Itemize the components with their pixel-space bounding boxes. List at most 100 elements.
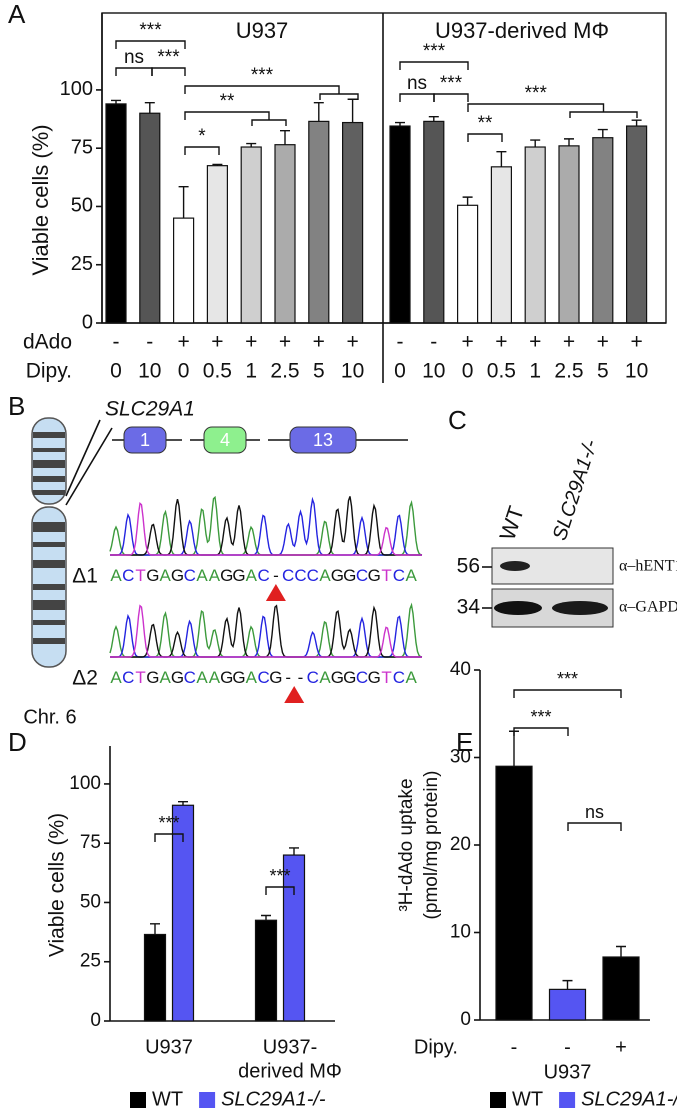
panel-label: A (8, 0, 26, 29)
y-tick-label: 40 (450, 659, 471, 680)
legend-label: SLC29A1-/- (581, 1088, 677, 1110)
significance-label: ns (585, 802, 604, 822)
base: G (368, 668, 381, 687)
trace-label: Δ2 (72, 667, 98, 690)
error-bar (261, 914, 271, 921)
bar (490, 166, 512, 324)
marker-label: 34 (457, 596, 481, 619)
significance-label: *** (525, 83, 548, 104)
base: C (393, 668, 405, 687)
x-tick-label: 2.5 (554, 360, 583, 383)
bar (308, 120, 330, 324)
base: A (209, 668, 221, 687)
base: G (331, 668, 344, 687)
x-tick-label: + (615, 1036, 627, 1058)
panel-label: D (8, 727, 27, 757)
base: A (406, 566, 418, 585)
lane-label: SLC29A1-/- (549, 437, 602, 543)
y-tick-label: 100 (69, 773, 101, 794)
x-tick-label: 1 (529, 360, 541, 383)
error-bar (111, 99, 121, 104)
significance-bracket (115, 40, 186, 49)
error-bar (562, 979, 573, 990)
bar (558, 145, 580, 324)
trace-label: Δ1 (72, 565, 98, 588)
error-bar (496, 150, 507, 167)
base: T (381, 566, 391, 585)
error-bar (144, 102, 155, 114)
significance-label: *** (157, 47, 180, 68)
x-tick-label: 0 (110, 360, 122, 383)
base: G (171, 566, 184, 585)
row-label: dAdo (23, 331, 72, 354)
y-tick-label: 25 (80, 951, 101, 972)
trace-curve (110, 613, 422, 658)
error-bar (347, 98, 358, 123)
error-bar (564, 138, 574, 146)
group-title: U937-derived MΦ (435, 18, 609, 43)
x-tick-label: + (346, 331, 358, 354)
y-axis-label: Viable cells (%) (46, 813, 69, 957)
significance-bracket (513, 727, 569, 736)
x-tick-label: - (564, 1036, 571, 1058)
y-tick-label: 10 (450, 922, 471, 943)
significance-label: *** (440, 73, 463, 94)
significance-bracket (265, 886, 295, 895)
y-tick-label: 0 (460, 1009, 471, 1030)
significance-label: *** (530, 707, 551, 727)
x-tick-label: + (245, 331, 257, 354)
base: - (285, 668, 291, 687)
base: C (307, 566, 319, 585)
x-tick-label: 1 (245, 360, 257, 383)
bar (143, 933, 167, 1022)
bar (548, 988, 587, 1021)
bar (625, 125, 648, 324)
y-tick-label: 50 (80, 891, 101, 912)
x-tick-label: 0 (394, 360, 406, 383)
y-tick-label: 0 (90, 1010, 101, 1031)
y-tick-label: 50 (71, 195, 93, 217)
trace-curve (110, 502, 422, 556)
legend-label: SLC29A1-/- (221, 1088, 326, 1110)
base: T (135, 668, 145, 687)
x-tick-label: + (495, 331, 507, 354)
base: G (232, 668, 245, 687)
x-tick-label: 0.5 (487, 360, 516, 383)
x-tick-label: - (113, 331, 120, 354)
x-tick-label: + (563, 331, 575, 354)
significance-label: * (198, 126, 206, 147)
base: G (343, 566, 356, 585)
base: C (393, 566, 405, 585)
row-label: Dipy. (26, 360, 72, 383)
exon-label: 4 (220, 430, 230, 450)
base: C (257, 668, 269, 687)
chromosome (31, 417, 113, 668)
x-tick-label: 0 (462, 360, 474, 383)
significance-bracket (184, 146, 220, 155)
x-tick-label: U937- (263, 1036, 317, 1058)
x-tick-label: 0.5 (203, 360, 232, 383)
significance-bracket (467, 133, 503, 142)
significance-bracket (467, 103, 638, 118)
base: C (294, 566, 306, 585)
x-tick-label: + (211, 331, 223, 354)
x-tick-label: + (630, 331, 642, 354)
base: C (184, 566, 196, 585)
y-tick-label: 0 (82, 311, 93, 333)
x-tick-label: + (529, 331, 541, 354)
bar (254, 919, 278, 1022)
base: A (406, 668, 418, 687)
significance-label: ns (407, 73, 427, 94)
sequence: ACTGAGCAAGGACG - - CAGGCGTCA (110, 668, 417, 687)
significance-bracket (399, 61, 469, 70)
bar (423, 120, 445, 324)
y-tick-label: 75 (71, 136, 93, 158)
base: A (196, 668, 208, 687)
y-tick-label: 20 (450, 834, 471, 855)
panel-label: B (8, 391, 25, 421)
significance-label: *** (158, 813, 179, 833)
bar (206, 165, 228, 324)
lane-label: WT (495, 503, 529, 543)
error-bar (178, 185, 189, 219)
significance-bracket (399, 93, 435, 102)
